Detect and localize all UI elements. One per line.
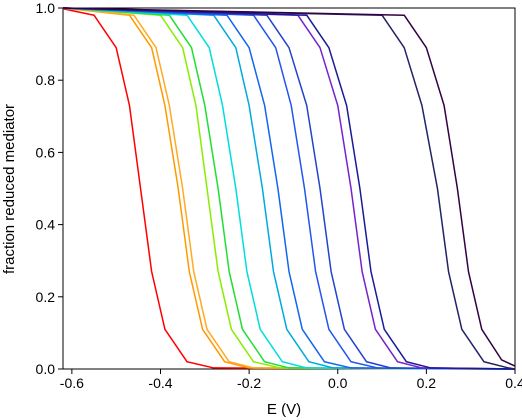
series-layer [62,7,516,370]
y-axis-title: fraction reduced mediator [1,104,18,274]
series-line-12 [62,7,516,370]
series-line-14 [62,7,516,367]
x-tick-label: -0.2 [237,375,261,391]
x-tick-label: 0.0 [328,375,348,391]
series-line-7 [62,7,516,370]
series-line-13 [62,7,516,370]
series-line-1 [62,7,516,370]
series-line-2 [62,7,516,370]
x-tick-label: 0.2 [417,375,437,391]
series-line-11 [62,7,516,370]
series-line-6 [62,7,516,370]
series-line-9 [62,7,516,370]
x-tick-label: 0.4 [505,375,522,391]
series-line-3 [62,7,516,370]
plot-frame [62,7,516,370]
series-line-8 [62,7,516,370]
y-tick-label: 0.8 [36,72,56,88]
x-axis-title: E (V) [267,401,301,418]
series-line-5 [62,7,516,370]
y-tick-label: 1.0 [36,0,56,16]
y-tick-label: 0.0 [36,361,56,377]
ticks-layer: -0.6 -0.4 -0.2 0.0 0.2 0.4 0.0 0.2 0.4 0.6 0.8 1.0 [36,0,522,391]
y-tick-label: 0.2 [36,289,56,305]
series-line-10 [62,7,516,370]
x-tick-label: -0.4 [148,375,172,391]
x-tick-label: -0.6 [60,375,84,391]
y-tick-label: 0.6 [36,144,56,160]
y-tick-label: 0.4 [36,217,56,233]
series-line-4 [62,7,516,370]
